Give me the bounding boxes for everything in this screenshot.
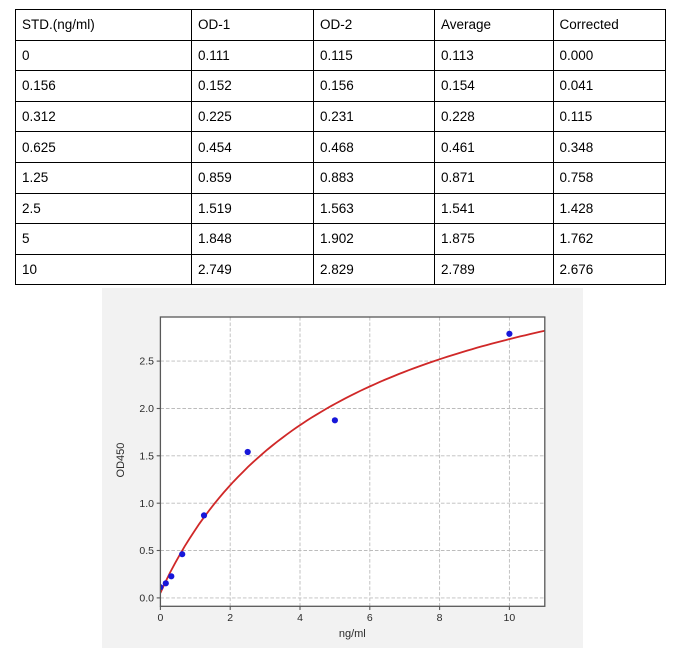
svg-text:6: 6 <box>367 612 373 624</box>
svg-text:0: 0 <box>157 612 163 624</box>
svg-text:ng/ml: ng/ml <box>339 628 366 640</box>
svg-text:0.5: 0.5 <box>139 545 154 557</box>
svg-text:4: 4 <box>297 612 303 624</box>
svg-text:0.0: 0.0 <box>139 593 154 605</box>
svg-text:1.5: 1.5 <box>139 450 154 462</box>
svg-text:2.0: 2.0 <box>139 403 154 415</box>
svg-text:OD450: OD450 <box>115 443 127 478</box>
svg-text:1.0: 1.0 <box>139 498 154 510</box>
svg-text:8: 8 <box>437 612 443 624</box>
svg-text:10: 10 <box>504 612 516 624</box>
svg-text:2.5: 2.5 <box>139 356 154 368</box>
svg-text:2: 2 <box>227 612 233 624</box>
